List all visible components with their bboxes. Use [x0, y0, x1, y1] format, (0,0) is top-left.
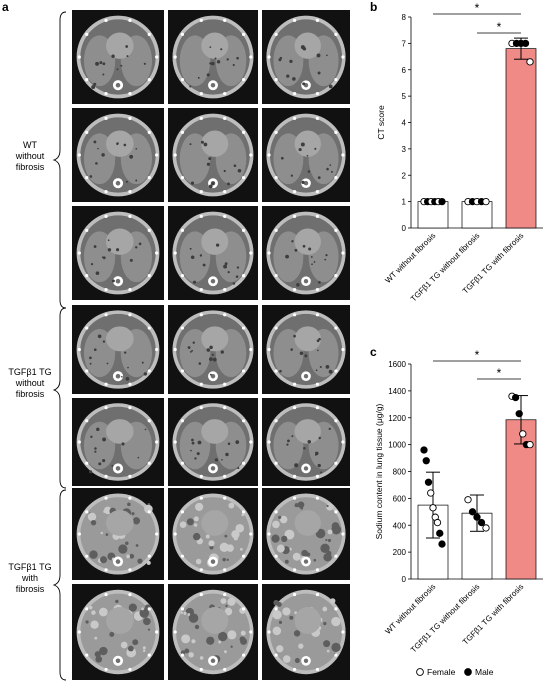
ct-scan-image [262, 584, 350, 680]
group-label-line: without [15, 378, 45, 388]
data-point-male [511, 393, 520, 402]
data-point-male [468, 508, 477, 516]
ct-scan-image [168, 488, 258, 580]
group-label-line: TGFβ1 TG [8, 367, 52, 377]
data-point-female [433, 518, 442, 527]
ct-scan-image [168, 108, 258, 202]
data-point-male [438, 540, 446, 548]
y-tick-label: 5 [402, 92, 407, 101]
significance-star: * [475, 348, 480, 362]
data-point-female [526, 440, 534, 449]
y-tick-label: 600 [393, 494, 407, 503]
ct-scan-image [168, 206, 258, 300]
y-axis-label: CT score [376, 105, 386, 140]
brace-wt [52, 11, 67, 309]
y-tick-label: 8 [402, 13, 407, 22]
y-tick-label: 1600 [388, 360, 406, 369]
brace-tg-no-fibrosis [52, 307, 67, 489]
ct-scan-image [168, 398, 258, 486]
significance-star: * [475, 1, 480, 15]
data-point-female [427, 489, 435, 497]
panel-letter-c: c [370, 345, 377, 359]
panel-letter-a: a [2, 0, 9, 14]
data-point-female [519, 430, 527, 438]
y-tick-label: 1 [402, 198, 407, 207]
ct-scan-image [168, 584, 258, 680]
data-point-male [422, 457, 430, 465]
group-label-line: with [21, 573, 38, 583]
group-label-wt: WT without fibrosis [2, 140, 58, 173]
ct-scan-image [168, 305, 258, 394]
y-tick-label: 2 [402, 171, 407, 180]
data-point-male [436, 529, 444, 537]
y-tick-label: 1200 [388, 414, 406, 423]
ct-scan-image [262, 488, 350, 580]
data-point-male [473, 513, 481, 521]
y-tick-label: 0 [402, 575, 407, 584]
data-point-female [482, 197, 490, 206]
data-point-female [464, 496, 472, 504]
y-tick-label: 6 [402, 66, 407, 75]
group-label-line: WT [23, 140, 37, 150]
ct-scan-image [72, 206, 164, 300]
group-label-line: TGFβ1 TG [8, 562, 52, 572]
ct-scan-image [72, 398, 164, 486]
brace-tg-fibrosis [52, 489, 67, 681]
group-label-line: fibrosis [15, 389, 45, 399]
bar [461, 201, 493, 229]
ct-scan-image [72, 488, 164, 580]
y-tick-label: 1400 [388, 387, 406, 396]
data-point-male [521, 39, 530, 48]
legend-male-label: Male [475, 667, 494, 677]
group-label-tg-fibrosis: TGFβ1 TG with fibrosis [2, 562, 58, 595]
data-point-male [477, 518, 486, 527]
y-tick-label: 4 [402, 119, 407, 128]
ct-scan-image [262, 10, 350, 104]
ct-scan-image [168, 10, 258, 104]
y-axis-label: Sodium content in lung tissue (μg/g) [374, 403, 384, 539]
data-point-male [515, 410, 523, 418]
ct-scan-image [72, 108, 164, 202]
significance-star: * [497, 366, 502, 380]
bar [505, 48, 537, 229]
group-label-line: without [15, 151, 45, 161]
data-point-male [438, 197, 446, 206]
chart-c-sodium: 0 200 400 600 800 1000 1200 1400 1600 Sodium cont… [374, 348, 543, 677]
y-tick-label: 400 [393, 521, 407, 530]
group-braces [52, 11, 67, 681]
ct-scan-image [72, 10, 164, 104]
y-tick-label: 3 [402, 145, 407, 154]
legend-male-marker [464, 668, 472, 676]
data-point-male [420, 446, 428, 454]
ct-scan-image [262, 206, 350, 300]
data-point-female [429, 504, 437, 512]
group-label-line: fibrosis [15, 162, 45, 172]
y-tick-label: 0 [402, 224, 407, 233]
y-tick-label: 800 [393, 468, 407, 477]
group-label-tg-no-fibrosis: TGFβ1 TG without fibrosis [2, 367, 58, 400]
bar [417, 201, 449, 229]
data-point-female [482, 524, 490, 532]
data-point-female [526, 58, 534, 66]
ct-scan-image [72, 584, 164, 680]
ct-scan-image [72, 305, 164, 394]
y-tick-label: 200 [393, 548, 407, 557]
y-tick-label: 1000 [388, 441, 406, 450]
ct-scan-image [262, 398, 350, 486]
group-label-line: fibrosis [15, 584, 45, 594]
ct-scan-image [262, 108, 350, 202]
significance-star: * [497, 20, 502, 34]
legend-female-marker [416, 668, 424, 676]
data-point-male [424, 478, 433, 486]
panel-letter-b: b [370, 0, 378, 14]
legend-female-label: Female [427, 667, 456, 677]
ct-scan-image [262, 305, 350, 394]
y-tick-label: 7 [402, 39, 407, 48]
